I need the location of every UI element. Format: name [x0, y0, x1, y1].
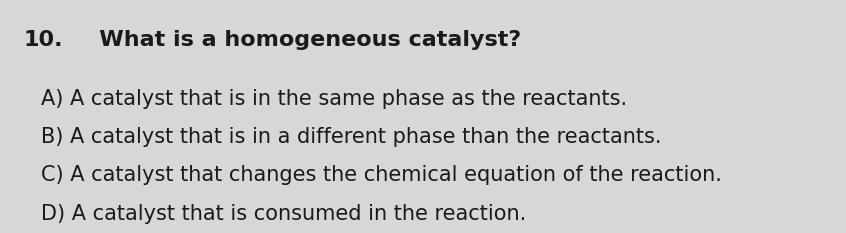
Text: What is a homogeneous catalyst?: What is a homogeneous catalyst?	[76, 30, 521, 50]
Text: C) A catalyst that changes the chemical equation of the reaction.: C) A catalyst that changes the chemical …	[41, 165, 722, 185]
Text: B) A catalyst that is in a different phase than the reactants.: B) A catalyst that is in a different pha…	[41, 127, 661, 147]
Text: 10.: 10.	[24, 30, 63, 50]
Text: A) A catalyst that is in the same phase as the reactants.: A) A catalyst that is in the same phase …	[41, 89, 627, 109]
Text: D) A catalyst that is consumed in the reaction.: D) A catalyst that is consumed in the re…	[41, 204, 526, 224]
